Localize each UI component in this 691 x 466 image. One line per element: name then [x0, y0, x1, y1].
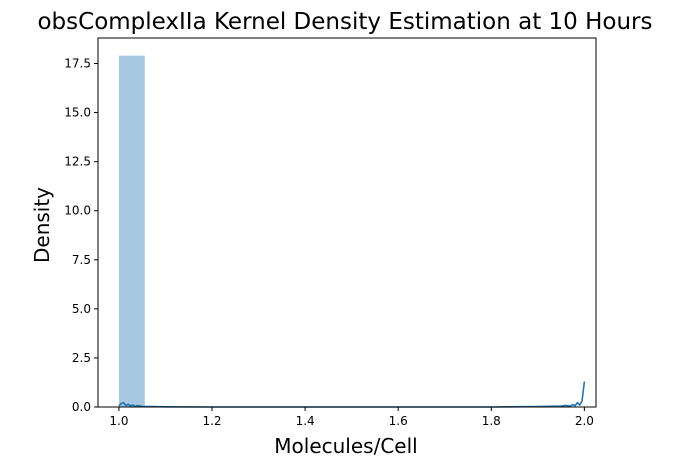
plot-area-frame	[97, 37, 597, 408]
x-axis-label: Molecules/Cell	[274, 434, 417, 458]
x-tick-label: 1.8	[482, 414, 501, 428]
x-tick-label: 1.4	[296, 414, 315, 428]
y-tick-label: 0.0	[72, 400, 91, 414]
y-tick-label: 10.0	[64, 204, 91, 218]
y-tick-label: 2.5	[72, 351, 91, 365]
x-tick-label: 1.2	[202, 414, 221, 428]
x-tick-label: 1.0	[109, 414, 128, 428]
y-tick-label: 17.5	[64, 57, 91, 71]
y-axis-ticks: 0.0 2.5 5.0 7.5 10.0 12.5 15.0 17.5	[64, 57, 98, 414]
histogram-bar	[118, 55, 145, 408]
y-tick-label: 15.0	[64, 106, 91, 120]
x-axis-ticks: 1.0 1.2 1.4 1.6 1.8 2.0	[109, 407, 594, 428]
histogram-bars	[118, 55, 145, 408]
y-tick-label: 7.5	[72, 253, 91, 267]
y-tick-label: 5.0	[72, 302, 91, 316]
kde-layer	[118, 381, 586, 408]
kde-line	[118, 381, 586, 408]
y-tick-label: 12.5	[64, 155, 91, 169]
x-tick-label: 2.0	[575, 414, 594, 428]
chart-title: obsComplexIIa Kernel Density Estimation …	[37, 9, 652, 35]
y-axis-label: Density	[30, 187, 54, 263]
x-tick-label: 1.6	[389, 414, 408, 428]
